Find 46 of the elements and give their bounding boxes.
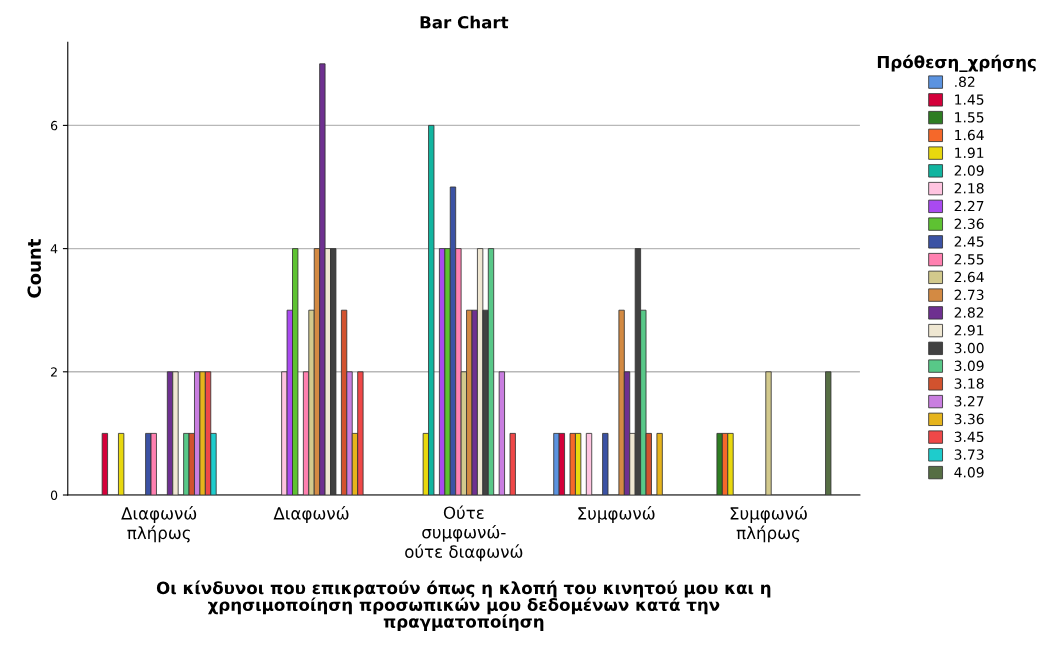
legend-label: 2.27 [954, 200, 984, 212]
x-axis-title: Οι κίνδυνοι που επικρατούν όπως η κλοπή του κινητού μου και η χρησιμοποίηση προσωπικών μου δεδομένων κατά την πραγματοποίηση [156, 580, 771, 632]
bar [101, 432, 108, 495]
legend-label: 2.18 [954, 183, 984, 194]
legend-label: 3.45 [954, 431, 984, 443]
legend-label: 3.36 [954, 413, 984, 425]
legend-label: 3.27 [954, 396, 984, 407]
y-axis-title: Count [27, 239, 42, 298]
bar [509, 432, 516, 495]
y-tick-label: 0 [50, 490, 58, 500]
legend-label: 1.64 [955, 129, 984, 141]
bar [716, 432, 723, 495]
legend-label: 3.09 [954, 360, 984, 372]
legend-label: 2.82 [954, 307, 984, 318]
legend-label: 2.55 [954, 254, 984, 265]
legend-label: 2.64 [954, 271, 984, 283]
x-tick-label: Διαφωνώ πλήρως [121, 506, 197, 543]
legend-label: 2.45 [954, 236, 984, 247]
bar [498, 371, 505, 495]
x-tick-label: Συμφωνώ [578, 506, 655, 523]
legend-label: 3.18 [954, 378, 984, 389]
y-tick-label: 6 [50, 120, 58, 131]
legend-title: Πρόθεση_χρήσης [877, 54, 1036, 72]
y-tick-label: 2 [51, 367, 57, 377]
bar [825, 371, 832, 495]
legend-label: 2.91 [954, 325, 984, 336]
x-tick-label: Ούτε συμφωνώ- ούτε διαφωνώ [405, 505, 523, 562]
bar [585, 432, 593, 495]
bar [656, 432, 663, 495]
legend-label: 2.09 [954, 165, 984, 176]
legend-label: 4.09 [954, 467, 984, 478]
legend-label: 1.55 [955, 112, 984, 123]
legend-label: 1.45 [955, 94, 984, 105]
legend-label: 1.91 [955, 147, 984, 159]
x-tick-label: Διαφωνώ [273, 506, 349, 523]
bar [602, 432, 609, 495]
legend-label: 2.73 [954, 289, 984, 301]
y-tick-label: 4 [50, 244, 58, 254]
legend-label: 3.00 [954, 342, 984, 354]
legend-label: 3.73 [954, 449, 984, 460]
chart-title: Bar Chart [420, 15, 509, 29]
x-tick-label: Συμφωνώ πλήρως [730, 506, 807, 543]
legend-label: 2.36 [954, 218, 984, 230]
bar [765, 371, 772, 495]
legend-label: .82 [955, 76, 975, 88]
bar [118, 432, 125, 495]
